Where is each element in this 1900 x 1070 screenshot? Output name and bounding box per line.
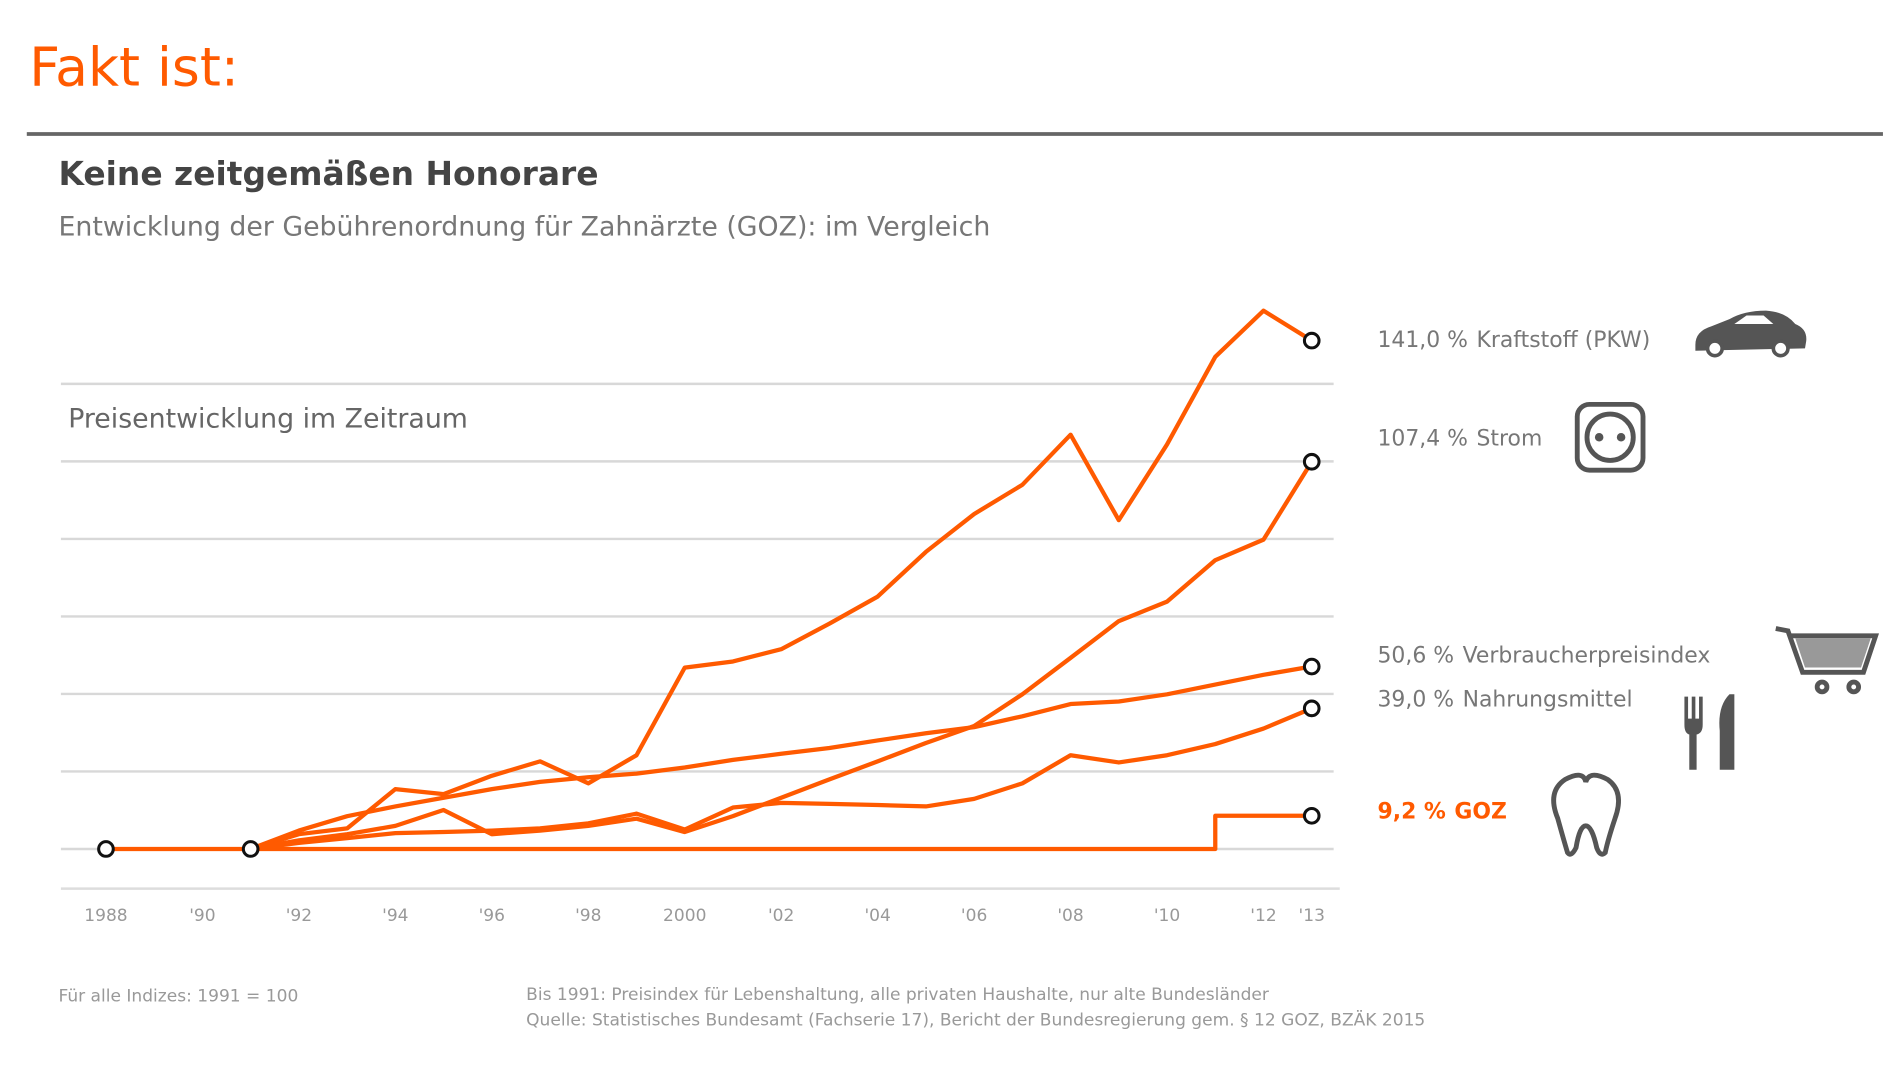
value-label: 9,2 % [1378,799,1446,824]
series-line [105,813,1312,852]
series-line [250,460,1314,852]
end-marker [97,840,115,858]
legend-entry: Verbraucherpreisindex [1463,643,1711,668]
cutlery-icon [1684,694,1735,770]
x-tick-label: '13 [1299,906,1325,926]
x-tick-label: '02 [768,906,794,926]
x-tick-label: '10 [1154,906,1180,926]
annotation: Preisentwicklung im Zeitraum [68,404,468,435]
series-line [249,664,1313,851]
series-label: 39,0 % Nahrungsmittel [1378,687,1633,712]
socket-icon [1574,401,1646,473]
end-marker [1302,699,1321,718]
chart-title: Keine zeitgemäßen Honorare [58,154,598,193]
value-label: 39,0 % [1378,687,1455,712]
x-tick-label: '04 [864,906,890,926]
series-label: 9,2 % GOZ [1378,799,1507,824]
tooth-icon [1551,772,1621,857]
series-label: 141,0 % Kraftstoff (PKW) [1378,328,1651,353]
end-marker [241,840,260,858]
end-marker [1302,657,1321,676]
footnote: Für alle Indizes: 1991 = 100 [58,986,298,1006]
car-icon [1695,310,1807,358]
x-tick-label: '08 [1057,906,1083,926]
x-tick-label: '98 [575,906,601,926]
x-tick-label: '96 [479,906,505,926]
legend-entry: GOZ [1454,799,1507,824]
x-tick-label: '06 [961,906,987,926]
series-line [250,706,1313,852]
value-label: 141,0 % [1378,328,1469,353]
series-label: 50,6 % Verbraucherpreisindex [1378,643,1711,668]
legend-entry: Strom [1477,427,1543,452]
end-marker [1302,331,1321,350]
x-tick-label: '12 [1250,906,1276,926]
end-marker [1302,452,1321,471]
x-tick-label: '90 [189,906,215,926]
end-marker [1302,806,1321,825]
value-label: 50,6 % [1378,643,1455,668]
chart-subtitle: Entwicklung der Gebührenordnung für Zahn… [58,211,990,242]
x-tick-label: '92 [286,906,312,926]
series-label: 107,4 % Strom [1378,427,1543,452]
cart-icon [1775,626,1880,695]
footnote: Quelle: Statistisches Bundesamt (Fachser… [526,1010,1425,1031]
value-label: 107,4 % [1378,427,1469,452]
series-line [250,308,1313,852]
x-tick-label: 2000 [663,906,706,926]
legend-entry: Nahrungsmittel [1463,687,1633,712]
header: Fakt ist: [29,35,239,98]
legend-entry: Kraftstoff (PKW) [1477,328,1651,353]
footnote: Bis 1991: Preisindex für Lebenshaltung, … [526,985,1270,1005]
x-tick-label: 1988 [84,906,127,926]
x-tick-label: '94 [382,906,408,926]
